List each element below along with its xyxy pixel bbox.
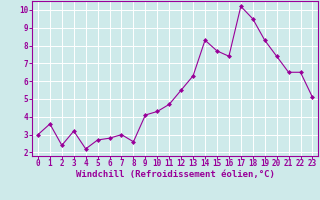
X-axis label: Windchill (Refroidissement éolien,°C): Windchill (Refroidissement éolien,°C) xyxy=(76,170,275,179)
